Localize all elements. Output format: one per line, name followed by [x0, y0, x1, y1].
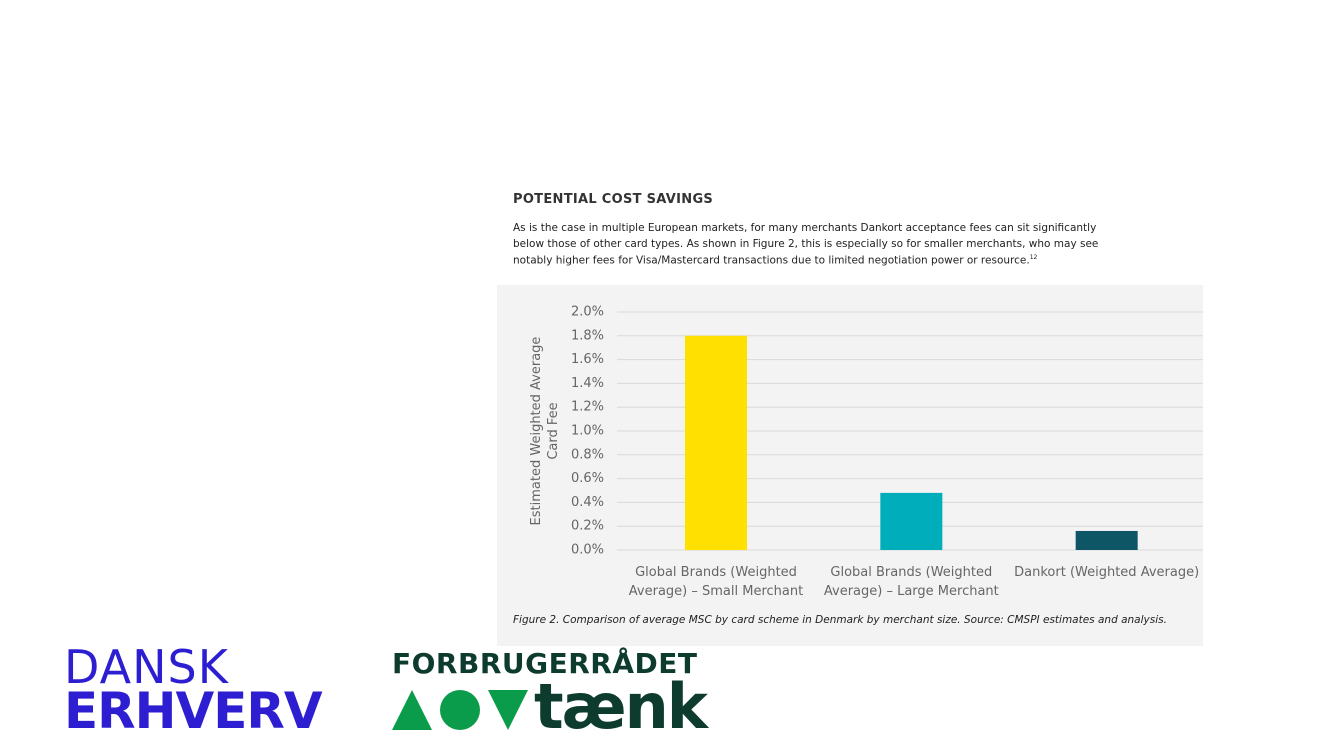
- logo-text: FORBRUGERRÅDET: [392, 647, 698, 680]
- y-tick-label: 0.6%: [571, 471, 604, 486]
- x-tick-label: Dankort (Weighted Average): [1014, 565, 1200, 580]
- y-axis-label: Estimated Weighted Average Card Fee: [529, 336, 561, 526]
- y-tick-label: 1.0%: [571, 424, 604, 439]
- chart-background: [497, 285, 1203, 646]
- logo-text: tænk: [534, 670, 708, 743]
- logo-triangle-inverted: [488, 690, 528, 730]
- y-tick-label: 0.8%: [571, 447, 604, 462]
- y-tick-label: 1.8%: [571, 328, 604, 343]
- y-tick-label: 0.0%: [571, 543, 604, 558]
- logo-triangle: [392, 690, 432, 730]
- footnote-ref: 12: [1029, 254, 1038, 261]
- logo-circle: [440, 690, 480, 730]
- y-tick-label: 0.2%: [571, 519, 604, 534]
- y-tick-label: 1.6%: [571, 352, 604, 367]
- paragraph-line: notably higher fees for Visa/Mastercard …: [513, 254, 1037, 267]
- bar: [685, 335, 747, 550]
- y-tick-label: 2.0%: [571, 305, 604, 320]
- paragraph-text: notably higher fees for Visa/Mastercard …: [513, 254, 1030, 267]
- y-tick-label: 1.4%: [571, 376, 604, 391]
- paragraph-line: As is the case in multiple European mark…: [513, 222, 1097, 234]
- logo-text: ERHVERV: [64, 682, 323, 740]
- x-tick-label: Global Brands (Weighted Average) – Small…: [628, 565, 804, 599]
- caption: Figure 2. Comparison of average MSC by c…: [513, 614, 1167, 626]
- x-tick-label: Global Brands (Weighted Average) – Large…: [823, 565, 999, 599]
- bar: [880, 492, 943, 550]
- y-tick-label: 0.4%: [571, 495, 604, 510]
- y-tick-label: 1.2%: [571, 400, 604, 415]
- heading: POTENTIAL COST SAVINGS: [513, 192, 714, 207]
- logo-text: DANSK: [64, 640, 229, 694]
- paragraph-line: below those of other card types. As show…: [513, 238, 1099, 250]
- bar: [1075, 530, 1138, 550]
